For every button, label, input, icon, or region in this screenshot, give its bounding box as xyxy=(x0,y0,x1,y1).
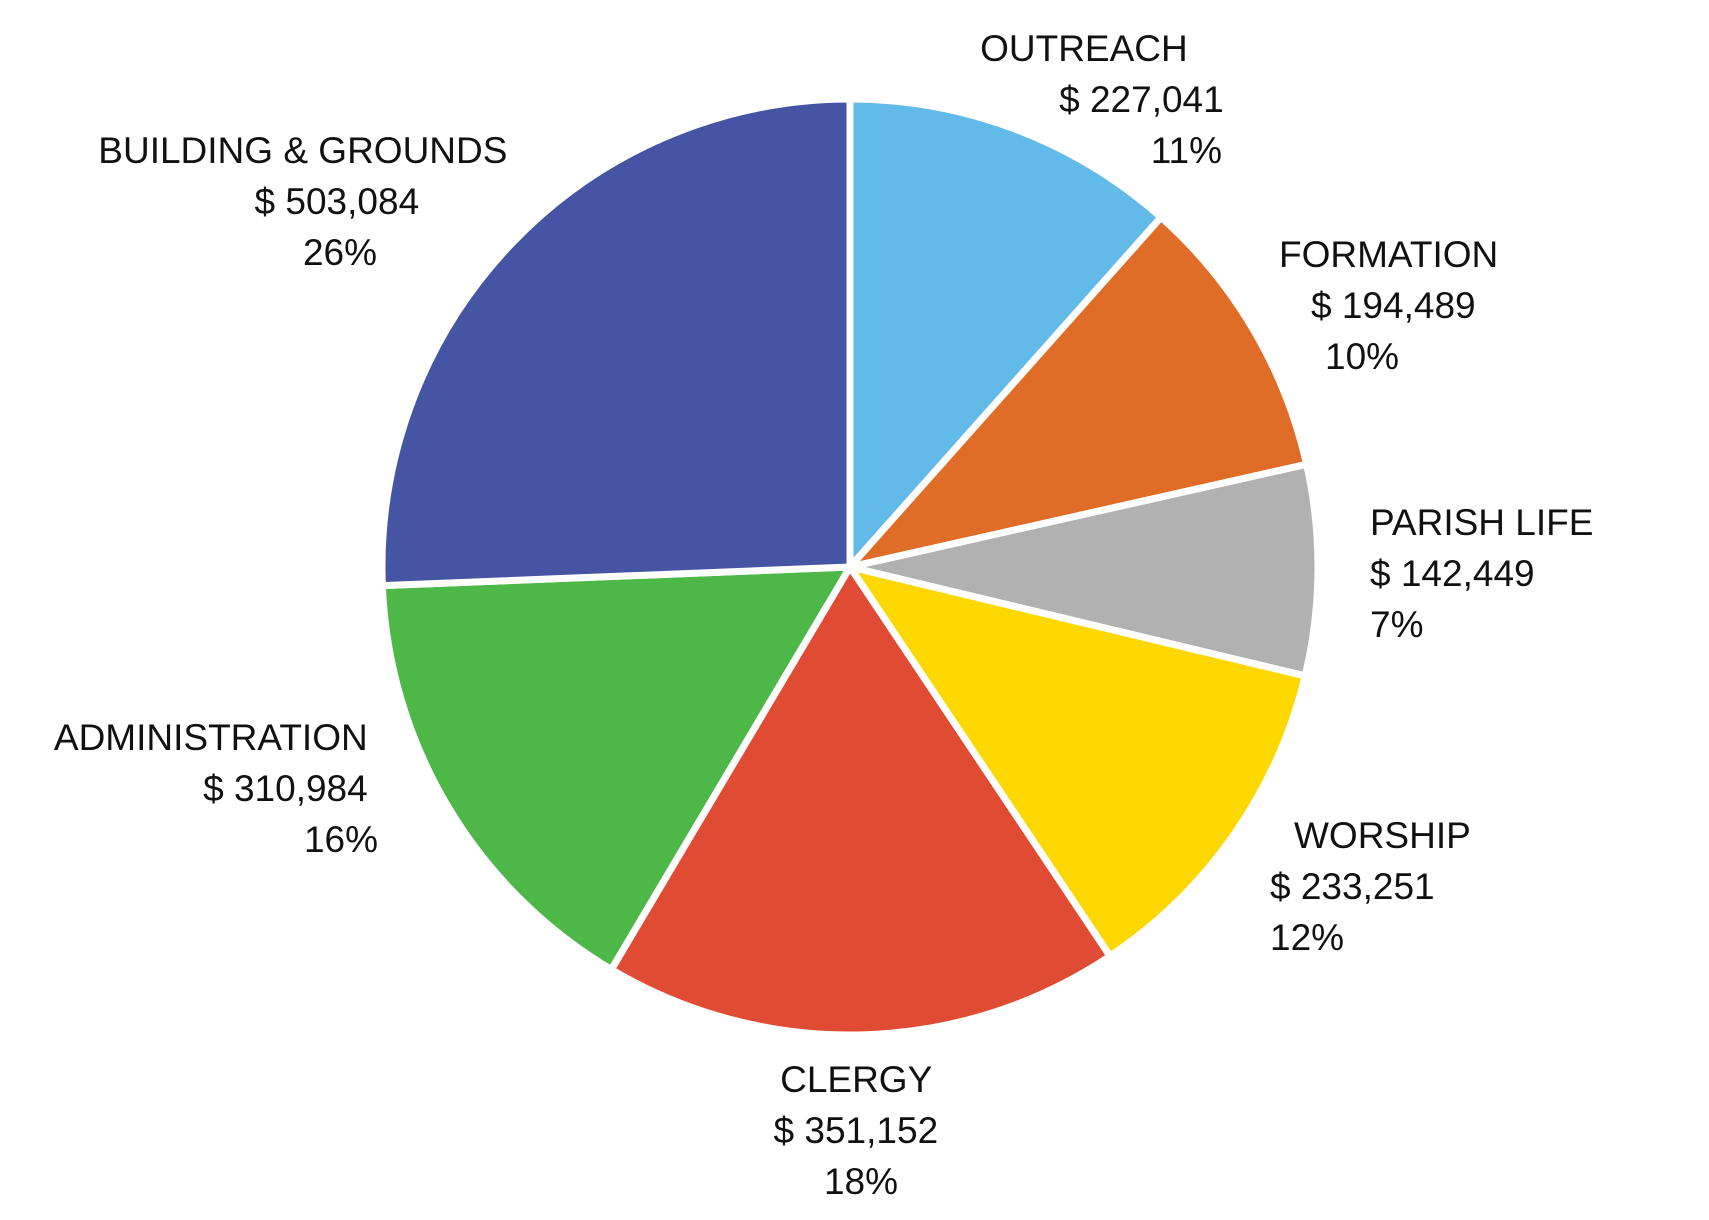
label-administration-name: ADMINISTRATION xyxy=(54,717,368,758)
label-worship-amount: $ 233,251 xyxy=(1270,866,1435,907)
label-outreach-name: OUTREACH xyxy=(980,28,1188,69)
label-outreach-amount: $ 227,041 xyxy=(1059,79,1224,120)
label-worship: WORSHIP $ 233,251 12% xyxy=(1270,815,1480,958)
pie-slice-parish-life xyxy=(846,460,1322,680)
label-clergy: CLERGY $ 351,152 18% xyxy=(774,1059,949,1202)
label-formation-amount: $ 194,489 xyxy=(1311,285,1476,326)
label-parish-life-amount: $ 142,449 xyxy=(1370,553,1535,594)
label-worship-name: WORSHIP xyxy=(1294,815,1470,856)
label-formation: FORMATION $ 194,489 10% xyxy=(1279,234,1509,377)
label-building-grounds: BUILDING & GROUNDS $ 503,084 26% xyxy=(98,130,517,273)
label-parish-life-percent: 7% xyxy=(1370,604,1423,645)
pie-slice-building-grounds xyxy=(378,95,854,590)
pie-slice-worship xyxy=(846,563,1309,960)
pie-slice-administration xyxy=(378,563,854,974)
label-worship-percent: 12% xyxy=(1270,917,1344,958)
label-formation-name: FORMATION xyxy=(1279,234,1498,275)
pie-slices xyxy=(378,95,1322,1039)
label-administration: ADMINISTRATION $ 310,984 16% xyxy=(54,717,378,860)
label-clergy-percent: 18% xyxy=(824,1161,898,1202)
slice-labels: OUTREACH $ 227,041 11% FORMATION $ 194,4… xyxy=(54,28,1604,1202)
pie-slice-formation xyxy=(846,213,1311,571)
label-building-grounds-percent: 26% xyxy=(303,232,377,273)
label-formation-percent: 10% xyxy=(1325,336,1399,377)
label-outreach-percent: 11% xyxy=(1151,130,1222,171)
label-building-grounds-name: BUILDING & GROUNDS xyxy=(98,130,507,171)
label-clergy-name: CLERGY xyxy=(780,1059,932,1100)
label-administration-percent: 16% xyxy=(304,819,378,860)
label-parish-life: PARISH LIFE $ 142,449 7% xyxy=(1370,502,1604,645)
label-outreach: OUTREACH $ 227,041 11% xyxy=(980,28,1234,171)
pie-slice-outreach xyxy=(846,95,1165,571)
pie-slice-clergy xyxy=(607,563,1114,1039)
label-clergy-amount: $ 351,152 xyxy=(774,1110,939,1151)
label-building-grounds-amount: $ 503,084 xyxy=(255,181,420,222)
label-parish-life-name: PARISH LIFE xyxy=(1370,502,1593,543)
label-administration-amount: $ 310,984 xyxy=(203,768,368,809)
